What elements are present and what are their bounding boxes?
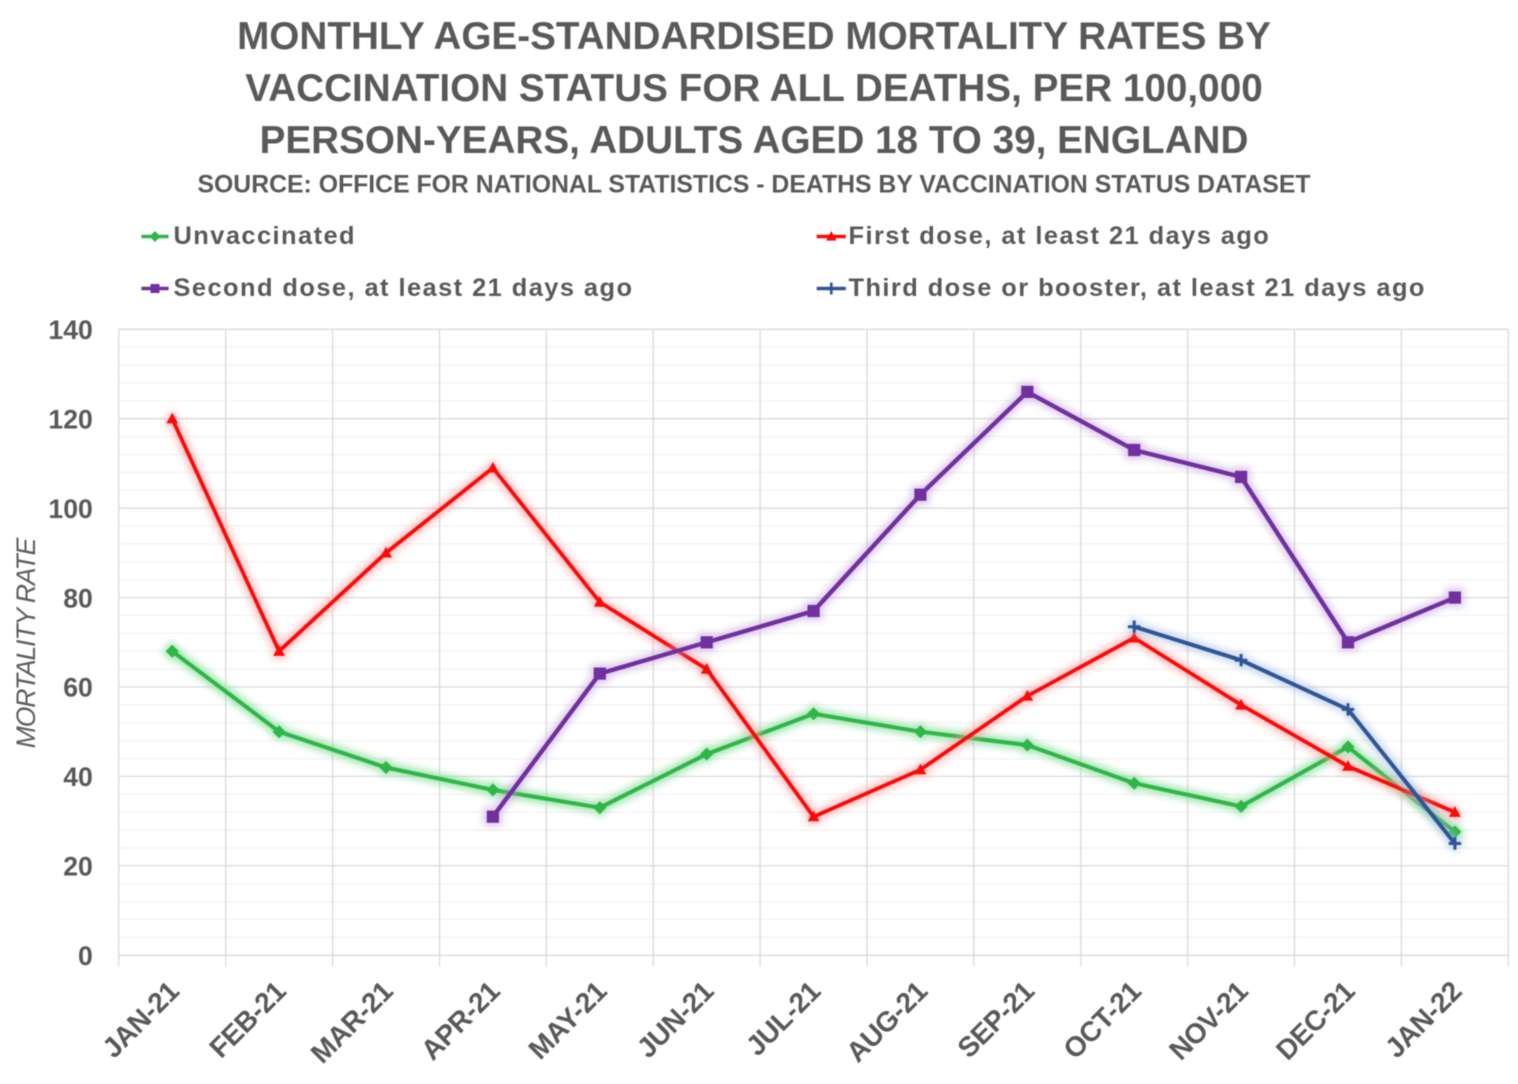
svg-text:Second dose, at least 21 days: Second dose, at least 21 days ago [174, 274, 634, 302]
svg-text:60: 60 [63, 673, 93, 703]
svg-text:MAY-21: MAY-21 [523, 975, 613, 1065]
svg-text:MONTHLY AGE-STANDARDISED MORTA: MONTHLY AGE-STANDARDISED MORTALITY RATES… [237, 15, 1271, 58]
svg-text:140: 140 [48, 315, 92, 345]
svg-text:APR-21: APR-21 [415, 975, 506, 1066]
svg-text:JAN-21: JAN-21 [96, 975, 184, 1063]
svg-text:OCT-21: OCT-21 [1057, 975, 1147, 1065]
svg-text:DEC-21: DEC-21 [1270, 975, 1361, 1066]
svg-text:SOURCE: OFFICE FOR NATIONAL ST: SOURCE: OFFICE FOR NATIONAL STATISTICS -… [197, 171, 1310, 198]
svg-text:120: 120 [48, 404, 92, 434]
svg-text:80: 80 [63, 583, 93, 613]
svg-text:VACCINATION STATUS FOR ALL DEA: VACCINATION STATUS FOR ALL DEATHS, PER 1… [245, 67, 1262, 110]
svg-text:MORTALITY RATE: MORTALITY RATE [11, 537, 41, 748]
svg-text:MAR-21: MAR-21 [305, 975, 399, 1069]
svg-text:JUL-21: JUL-21 [740, 975, 826, 1061]
svg-text:JAN-22: JAN-22 [1379, 975, 1467, 1063]
svg-text:PERSON-YEARS, ADULTS AGED 18 T: PERSON-YEARS, ADULTS AGED 18 TO 39, ENGL… [260, 119, 1249, 162]
svg-text:AUG-21: AUG-21 [840, 975, 933, 1068]
svg-text:Unvaccinated: Unvaccinated [174, 222, 357, 250]
svg-text:SEP-21: SEP-21 [951, 975, 1039, 1063]
svg-text:Third dose or booster, at leas: Third dose or booster, at least 21 days … [849, 274, 1426, 302]
svg-text:0: 0 [78, 941, 93, 971]
svg-text:JUN-21: JUN-21 [631, 975, 719, 1063]
svg-text:First dose, at least 21 days a: First dose, at least 21 days ago [849, 222, 1271, 250]
svg-text:100: 100 [48, 494, 92, 524]
svg-text:20: 20 [63, 852, 93, 882]
svg-text:FEB-21: FEB-21 [203, 975, 291, 1063]
svg-text:40: 40 [63, 762, 93, 792]
svg-text:NOV-21: NOV-21 [1163, 975, 1254, 1066]
